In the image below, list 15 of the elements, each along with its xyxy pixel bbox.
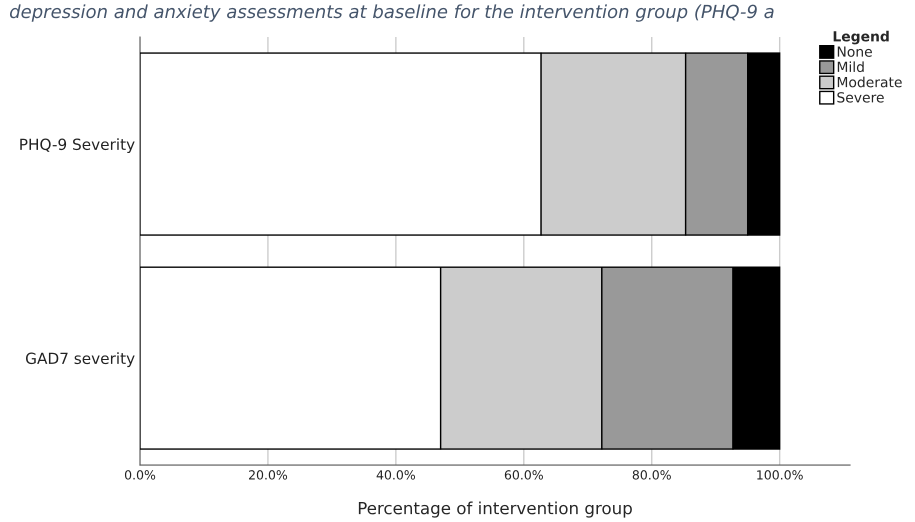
x-tick-label: 100.0%	[757, 470, 803, 480]
chart-title: depression and anxiety assessments at baseline for the intervention group (PHQ-9 a	[10, 4, 774, 22]
x-tick-label: 60.0%	[504, 470, 543, 480]
legend-label: None	[838, 46, 872, 57]
x-axis-title: Percentage of intervention group	[358, 502, 632, 518]
x-tick-label: 0.0%	[124, 470, 156, 480]
legend-label: Moderate	[838, 76, 902, 88]
legend-title: Legend	[834, 30, 889, 44]
x-tick-label: 20.0%	[248, 470, 288, 480]
y-tick-label: GAD7 severity	[26, 352, 135, 368]
x-tick-label: 40.0%	[376, 470, 416, 480]
legend-label: Mild	[838, 61, 864, 72]
x-tick-label: 80.0%	[632, 470, 671, 480]
y-tick-label: PHQ-9 Severity	[20, 138, 135, 154]
legend-label: Severe	[837, 92, 884, 103]
